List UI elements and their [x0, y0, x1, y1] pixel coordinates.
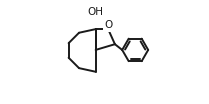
Text: O: O	[104, 20, 112, 30]
Text: OH: OH	[88, 7, 104, 17]
